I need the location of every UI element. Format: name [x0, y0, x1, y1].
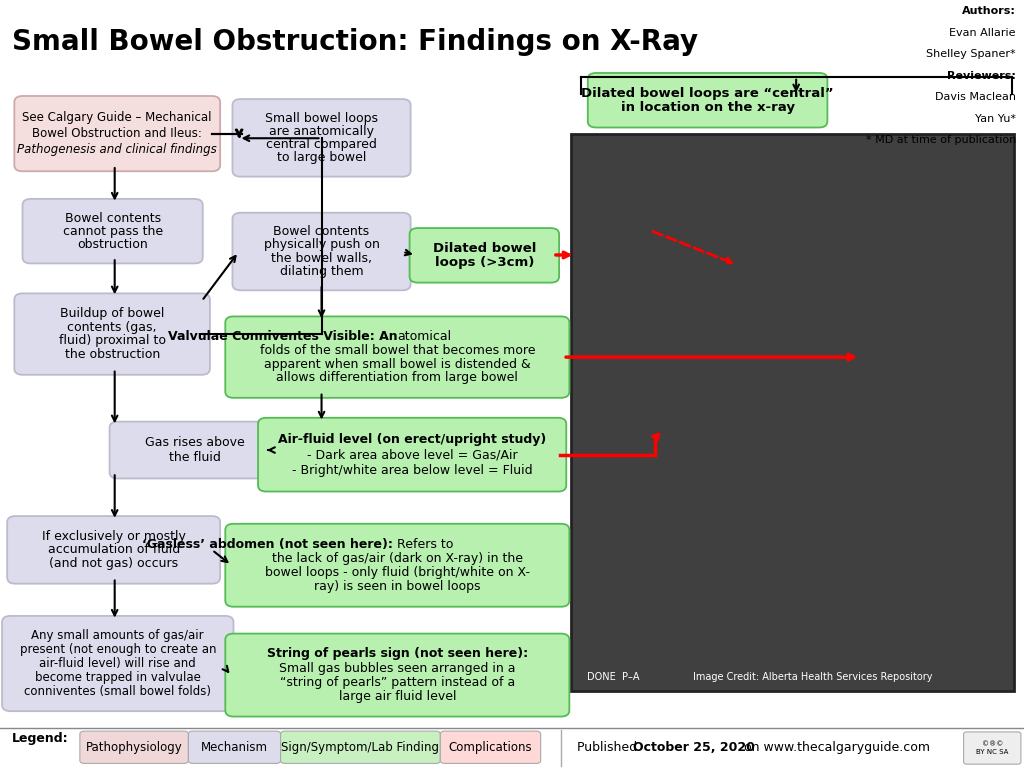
FancyBboxPatch shape: [2, 616, 233, 711]
Text: Pathogenesis and clinical findings: Pathogenesis and clinical findings: [17, 143, 217, 156]
Text: See Calgary Guide – Mechanical: See Calgary Guide – Mechanical: [23, 111, 212, 124]
FancyBboxPatch shape: [232, 99, 411, 177]
Text: allows differentiation from large bowel: allows differentiation from large bowel: [276, 372, 518, 384]
Text: - Bright/white area below level = Fluid: - Bright/white area below level = Fluid: [292, 464, 532, 476]
FancyBboxPatch shape: [225, 524, 569, 607]
Text: Refers to: Refers to: [397, 538, 454, 551]
Text: * MD at time of publication: * MD at time of publication: [865, 135, 1016, 145]
FancyBboxPatch shape: [188, 731, 281, 763]
Text: contents (gas,: contents (gas,: [68, 321, 157, 333]
Text: folds of the small bowel that becomes more: folds of the small bowel that becomes mo…: [259, 344, 536, 356]
Text: Legend:: Legend:: [12, 733, 69, 745]
Text: ray) is seen in bowel loops: ray) is seen in bowel loops: [314, 580, 480, 593]
FancyBboxPatch shape: [964, 732, 1021, 764]
Text: “string of pearls” pattern instead of a: “string of pearls” pattern instead of a: [280, 676, 515, 689]
FancyBboxPatch shape: [80, 731, 188, 763]
Text: accumulation of fluid: accumulation of fluid: [47, 544, 180, 556]
Text: Bowel contents: Bowel contents: [273, 226, 370, 238]
Text: Authors:: Authors:: [962, 6, 1016, 16]
Text: the lack of gas/air (dark on X-ray) in the: the lack of gas/air (dark on X-ray) in t…: [271, 551, 523, 564]
FancyBboxPatch shape: [225, 634, 569, 717]
Text: ©®©
BY NC SA: ©®© BY NC SA: [976, 742, 1009, 754]
Text: Published: Published: [577, 741, 641, 753]
Text: in location on the x-ray: in location on the x-ray: [621, 101, 795, 114]
Text: Any small amounts of gas/air: Any small amounts of gas/air: [32, 630, 204, 642]
Text: are anatomically: are anatomically: [269, 125, 374, 137]
Text: physically push on: physically push on: [263, 239, 380, 251]
FancyBboxPatch shape: [440, 731, 541, 763]
Text: Yan Yu*: Yan Yu*: [975, 114, 1016, 124]
Text: DONE  P–A: DONE P–A: [587, 672, 639, 682]
Text: cannot pass the: cannot pass the: [62, 225, 163, 237]
Text: Gas rises above: Gas rises above: [144, 436, 245, 449]
FancyBboxPatch shape: [225, 316, 569, 398]
Text: Sign/Symptom/Lab Finding: Sign/Symptom/Lab Finding: [282, 741, 439, 753]
FancyBboxPatch shape: [571, 134, 1014, 691]
Text: obstruction: obstruction: [77, 238, 148, 250]
FancyBboxPatch shape: [281, 731, 440, 763]
Text: Small Bowel Obstruction: Findings on X-Ray: Small Bowel Obstruction: Findings on X-R…: [12, 28, 698, 56]
Text: air-fluid level) will rise and: air-fluid level) will rise and: [39, 657, 197, 670]
Text: central compared: central compared: [266, 138, 377, 151]
Text: present (not enough to create an: present (not enough to create an: [19, 644, 216, 656]
Text: conniventes (small bowel folds): conniventes (small bowel folds): [25, 685, 211, 697]
FancyBboxPatch shape: [14, 293, 210, 375]
FancyBboxPatch shape: [110, 422, 280, 478]
Text: October 25, 2020: October 25, 2020: [633, 741, 755, 753]
FancyBboxPatch shape: [410, 228, 559, 283]
Text: the fluid: the fluid: [169, 451, 220, 464]
Text: the obstruction: the obstruction: [65, 349, 160, 361]
FancyBboxPatch shape: [588, 73, 827, 127]
FancyBboxPatch shape: [258, 418, 566, 492]
FancyBboxPatch shape: [14, 96, 220, 171]
Text: apparent when small bowel is distended &: apparent when small bowel is distended &: [264, 358, 530, 370]
Text: on www.thecalgaryguide.com: on www.thecalgaryguide.com: [740, 741, 931, 753]
Text: bowel loops - only fluid (bright/white on X-: bowel loops - only fluid (bright/white o…: [265, 566, 529, 579]
Text: (and not gas) occurs: (and not gas) occurs: [49, 558, 178, 570]
Text: Bowel Obstruction and Ileus:: Bowel Obstruction and Ileus:: [33, 127, 202, 140]
Text: dilating them: dilating them: [280, 265, 364, 277]
Text: Bowel contents: Bowel contents: [65, 212, 161, 224]
Text: loops (>3cm): loops (>3cm): [434, 256, 535, 269]
Text: Small bowel loops: Small bowel loops: [265, 112, 378, 124]
Text: the bowel walls,: the bowel walls,: [271, 252, 372, 264]
Text: Small gas bubbles seen arranged in a: Small gas bubbles seen arranged in a: [280, 661, 515, 674]
Text: String of pearls sign (not seen here):: String of pearls sign (not seen here):: [266, 647, 528, 660]
Text: Valvulae Conniventes Visible: An: Valvulae Conniventes Visible: An: [168, 330, 397, 343]
Text: Image Credit: Alberta Health Services Repository: Image Credit: Alberta Health Services Re…: [693, 672, 933, 682]
Text: Dilated bowel loops are “central”: Dilated bowel loops are “central”: [582, 87, 834, 100]
Text: Reviewers:: Reviewers:: [947, 71, 1016, 81]
FancyBboxPatch shape: [7, 516, 220, 584]
FancyBboxPatch shape: [232, 213, 411, 290]
Text: fluid) proximal to: fluid) proximal to: [58, 335, 166, 347]
Text: Mechanism: Mechanism: [201, 741, 268, 753]
Text: If exclusively or mostly: If exclusively or mostly: [42, 530, 185, 542]
Text: become trapped in valvulae: become trapped in valvulae: [35, 671, 201, 684]
Text: large air fluid level: large air fluid level: [339, 690, 456, 703]
Text: Complications: Complications: [449, 741, 532, 753]
Text: Davis Maclean: Davis Maclean: [935, 92, 1016, 102]
Text: Evan Allarie: Evan Allarie: [949, 28, 1016, 38]
Text: Pathophysiology: Pathophysiology: [86, 741, 182, 753]
Text: ‘Gasless’ abdomen (not seen here):: ‘Gasless’ abdomen (not seen here):: [142, 538, 397, 551]
Text: Dilated bowel: Dilated bowel: [433, 242, 536, 255]
Text: atomical: atomical: [397, 330, 452, 343]
FancyBboxPatch shape: [23, 199, 203, 263]
Text: Shelley Spaner*: Shelley Spaner*: [926, 49, 1016, 59]
Text: - Dark area above level = Gas/Air: - Dark area above level = Gas/Air: [307, 449, 517, 461]
Text: Buildup of bowel: Buildup of bowel: [60, 307, 164, 319]
Text: Air-fluid level (on erect/upright study): Air-fluid level (on erect/upright study): [279, 433, 546, 445]
Text: to large bowel: to large bowel: [276, 151, 367, 164]
